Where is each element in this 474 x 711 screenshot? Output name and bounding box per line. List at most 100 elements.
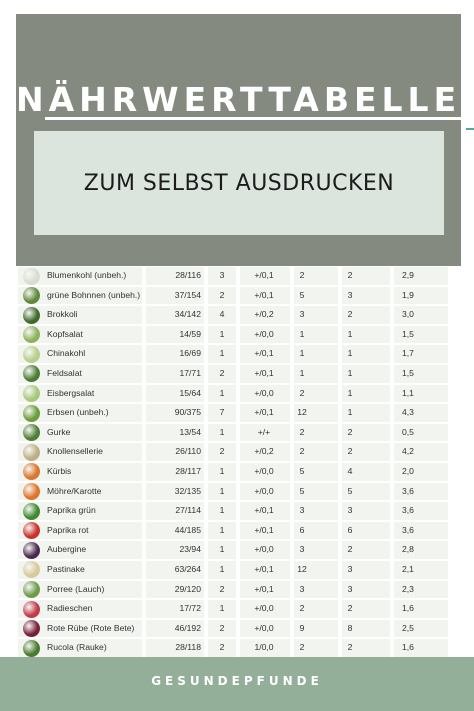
cell-background <box>394 325 448 344</box>
cell-background <box>294 267 338 285</box>
value-c: 2 <box>299 387 305 398</box>
value-kcal: 26/110 <box>175 446 201 457</box>
value-e: 2,1 <box>402 563 414 574</box>
cucumber-icon <box>23 424 40 442</box>
value-b: +/0,0 <box>254 603 274 614</box>
value-a: 1 <box>219 505 225 516</box>
broccoli-icon <box>23 306 40 324</box>
value-a: 1 <box>219 603 225 614</box>
value-a: 1 <box>219 524 225 535</box>
cell-background <box>294 423 338 442</box>
cell-background <box>146 580 204 599</box>
value-a: 2 <box>219 289 225 300</box>
footer-banner: GESUNDEPFUNDE <box>0 657 474 711</box>
table-row: grüne Bohnnen (unbeh.) 37/154 2 +/0,1 5 3 1,9 <box>18 286 450 306</box>
food-name: Erbsen (unbeh.) <box>47 407 109 418</box>
cell-background <box>394 286 448 305</box>
leek-icon <box>23 581 40 598</box>
row-background <box>18 580 142 599</box>
cell-background <box>294 345 338 363</box>
cell-background <box>208 364 236 383</box>
cell-background <box>294 306 338 324</box>
value-a: 2 <box>219 622 225 633</box>
cell-background <box>208 619 236 638</box>
cell-background <box>342 267 390 285</box>
value-e: 1,7 <box>402 348 414 359</box>
cell-background <box>240 384 290 403</box>
cell-background <box>208 521 236 540</box>
row-background <box>18 306 142 324</box>
cell-background <box>208 345 236 363</box>
food-name: Kürbis <box>47 465 72 476</box>
table-row: Paprika rot 44/185 1 +/0,1 6 6 3,6 <box>18 521 450 541</box>
cell-background <box>208 560 236 579</box>
food-name: Feldsalat <box>47 367 82 378</box>
food-name: Gurke <box>47 426 71 437</box>
page-title: NÄHRWERTTABELLEN <box>16 80 474 119</box>
cell-background <box>146 423 204 442</box>
cell-background <box>240 619 290 638</box>
cell-background <box>208 286 236 305</box>
cell-background <box>342 364 390 383</box>
row-background <box>18 325 142 344</box>
value-c: 5 <box>299 485 305 496</box>
cell-background <box>146 560 204 579</box>
cell-background <box>240 560 290 579</box>
value-kcal: 17/72 <box>179 603 201 614</box>
cell-background <box>240 325 290 344</box>
cell-background <box>240 443 290 461</box>
value-c: 2 <box>299 642 305 653</box>
food-name: Aubergine <box>47 544 87 555</box>
cell-background <box>342 345 390 363</box>
food-name: grüne Bohnnen (unbeh.) <box>47 289 141 300</box>
table-row: Rucola (Rauke) 28/118 2 1/0,0 2 2 1,6 <box>18 638 450 658</box>
value-b: +/0,1 <box>254 407 274 418</box>
value-b: +/0,0 <box>254 485 274 496</box>
header-banner: NÄHRWERTTABELLEN ZUM SELBST AUSDRUCKEN <box>16 14 474 266</box>
carrot-icon <box>23 483 40 501</box>
value-b: +/0,1 <box>254 524 274 535</box>
value-kcal: 13/54 <box>179 426 201 437</box>
value-kcal: 28/118 <box>175 642 201 653</box>
value-kcal: 27/114 <box>175 505 201 516</box>
table-row: Porree (Lauch) 29/120 2 +/0,1 3 3 2,3 <box>18 580 450 600</box>
value-a: 2 <box>219 642 225 653</box>
cell-background <box>208 325 236 344</box>
value-b: +/0,0 <box>254 328 274 339</box>
value-c: 12 <box>297 407 307 418</box>
food-name: Pastinake <box>47 563 85 574</box>
beetroot-icon <box>23 620 40 638</box>
value-kcal: 37/154 <box>174 289 201 300</box>
value-kcal: 14/59 <box>179 328 201 339</box>
value-d: 3 <box>347 505 353 516</box>
cell-background <box>208 306 236 324</box>
value-e: 0,5 <box>402 426 414 437</box>
cell-background <box>146 306 204 324</box>
cell-background <box>342 482 390 501</box>
row-background <box>18 541 142 559</box>
value-b: +/0,0 <box>254 622 274 633</box>
value-b: +/0,1 <box>254 505 274 516</box>
cell-background <box>342 600 390 618</box>
cell-background <box>294 502 338 520</box>
food-name: Radieschen <box>47 603 93 614</box>
cell-background <box>146 502 204 520</box>
cell-background <box>342 462 390 481</box>
cell-background <box>342 639 390 657</box>
value-a: 1 <box>219 465 225 476</box>
value-e: 4,3 <box>402 407 414 418</box>
value-e: 1,5 <box>402 328 414 339</box>
cell-background <box>208 384 236 403</box>
value-kcal: 29/120 <box>174 583 201 594</box>
row-background <box>18 404 142 422</box>
value-c: 9 <box>299 622 305 633</box>
cell-background <box>342 541 390 559</box>
cell-background <box>240 267 290 285</box>
table-row: Blumenkohl (unbeh.) 28/116 3 +/0,1 2 2 2,9 <box>18 266 450 286</box>
table-row: Radieschen 17/72 1 +/0,0 2 2 1,6 <box>18 599 450 619</box>
cell-background <box>146 541 204 559</box>
cell-background <box>294 619 338 638</box>
table-row: Chinakohl 16/69 1 +/0,1 1 1 1,7 <box>18 344 450 364</box>
value-e: 4,2 <box>402 446 414 457</box>
cell-background <box>240 306 290 324</box>
